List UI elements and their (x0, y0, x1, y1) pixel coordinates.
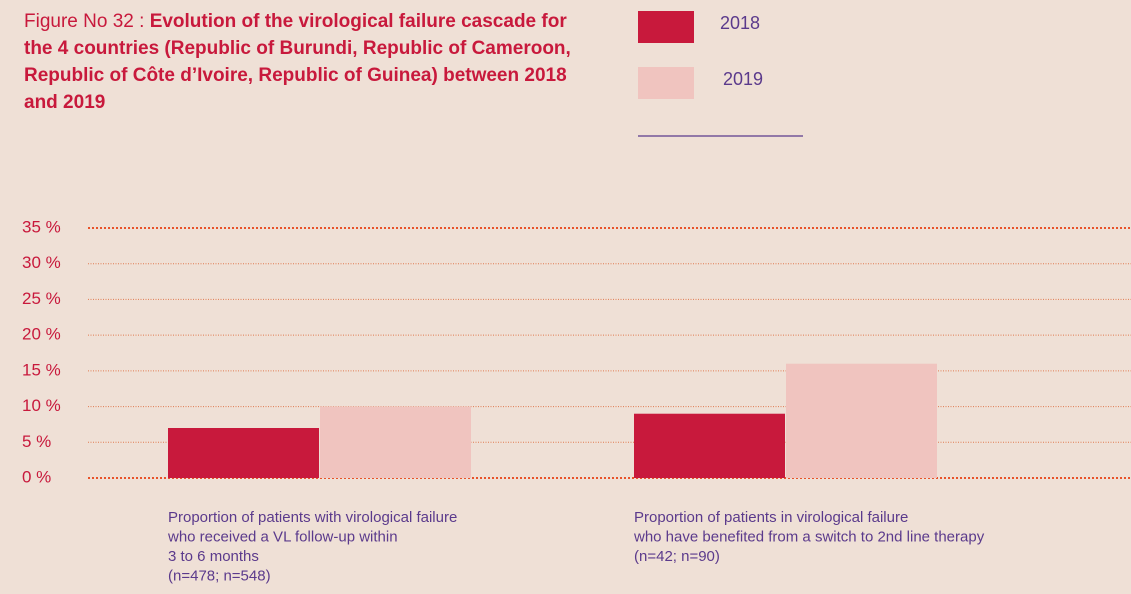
x-tick-label: Proportion of patients with virological … (168, 509, 457, 526)
bar (168, 428, 319, 478)
x-tick-label: Proportion of patients in virological fa… (634, 509, 908, 526)
y-tick-label: 5 % (22, 432, 51, 451)
y-tick-label: 20 % (22, 325, 61, 344)
y-tick-label: 10 % (22, 396, 61, 415)
legend-swatch (638, 11, 694, 43)
legend-label: 2019 (723, 69, 763, 89)
bar (634, 413, 785, 478)
title-text: Evolution of the virological failure cas… (24, 11, 571, 113)
x-tick-label: 3 to 6 months (168, 548, 259, 565)
y-tick-label: 30 % (22, 253, 61, 272)
title-prefix: Figure No 32 : (24, 11, 145, 32)
x-tick-label: who have benefited from a switch to 2nd … (633, 528, 985, 545)
y-tick-label: 15 % (22, 360, 61, 379)
y-tick-label: 25 % (22, 289, 61, 308)
legend-label: 2018 (720, 13, 760, 33)
x-tick-label: (n=478; n=548) (168, 567, 271, 584)
bar (786, 363, 937, 478)
y-tick-label: 0 % (22, 467, 51, 486)
bar (320, 406, 471, 478)
x-tick-label: (n=42; n=90) (634, 548, 720, 565)
legend-swatch (638, 67, 694, 99)
chart-title: Figure No 32 : Evolution of the virologi… (24, 8, 584, 116)
y-tick-label: 35 % (22, 217, 61, 236)
x-tick-label: who received a VL follow-up within (167, 528, 398, 545)
